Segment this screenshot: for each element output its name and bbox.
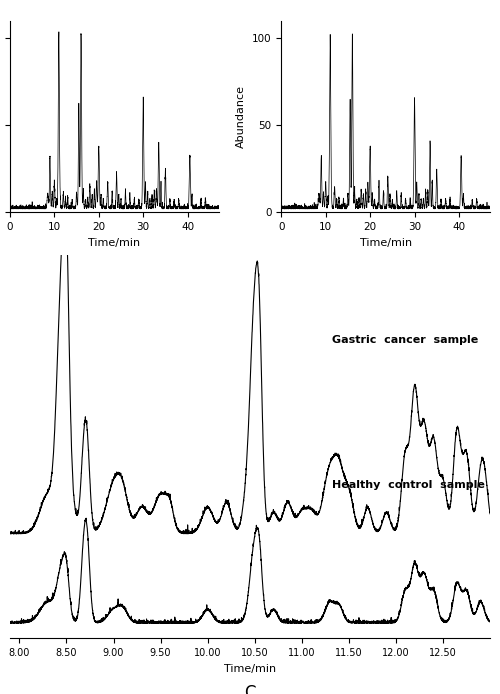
X-axis label: Time/min: Time/min bbox=[88, 237, 141, 248]
X-axis label: Time/min: Time/min bbox=[360, 237, 412, 248]
Text: Gastric  cancer  sample: Gastric cancer sample bbox=[332, 335, 478, 345]
Text: C: C bbox=[244, 684, 256, 694]
Text: B: B bbox=[380, 270, 392, 288]
Text: Healthy  control  sample: Healthy control sample bbox=[332, 480, 484, 490]
X-axis label: Time/min: Time/min bbox=[224, 663, 276, 674]
Y-axis label: Abundance: Abundance bbox=[236, 85, 246, 148]
Text: A: A bbox=[108, 270, 120, 288]
